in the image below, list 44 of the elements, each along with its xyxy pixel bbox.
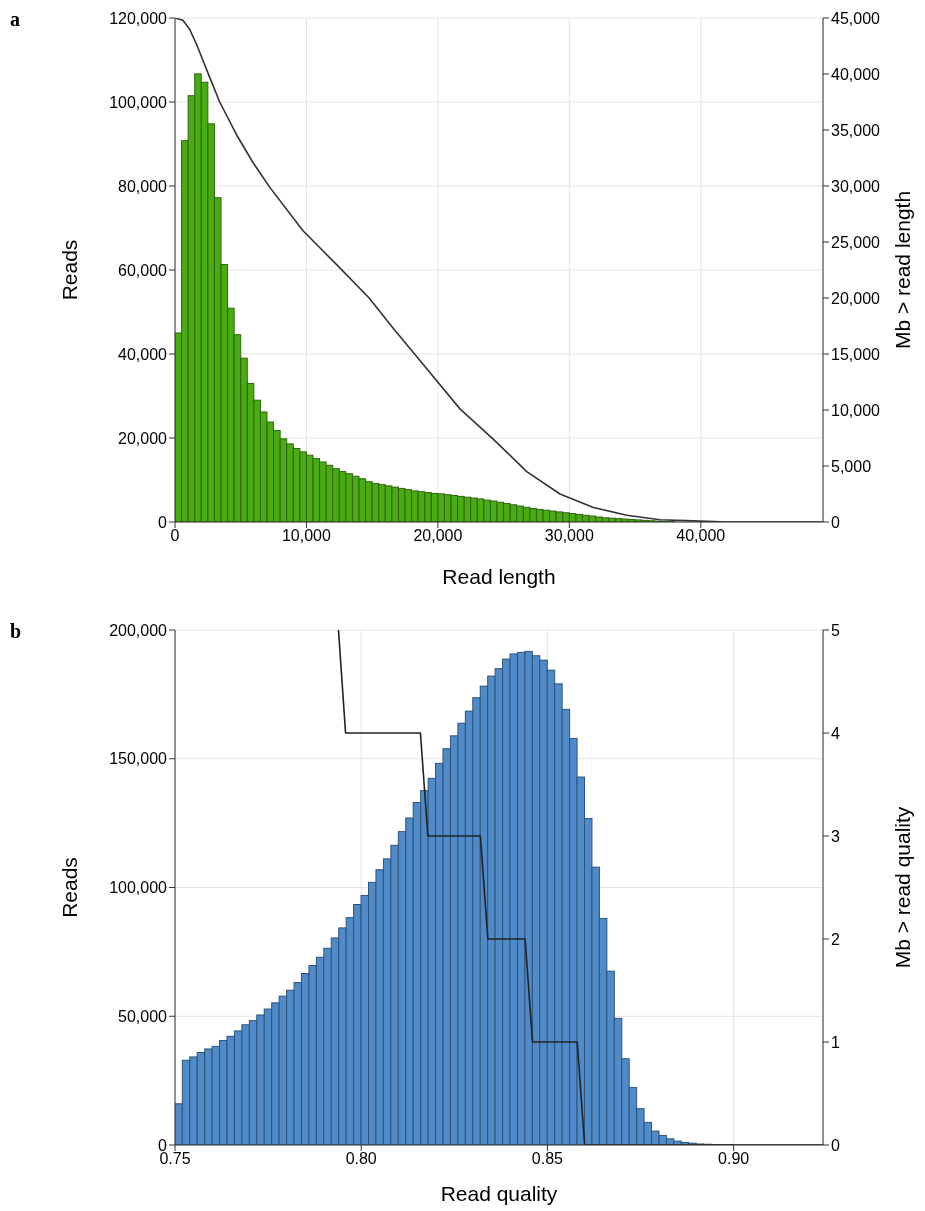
chart-title: a — [10, 8, 20, 31]
y2-tick-label: 40,000 — [831, 65, 881, 83]
x-tick-label: 20,000 — [413, 527, 463, 545]
x-tick-label: 0.90 — [718, 1150, 750, 1168]
x-tick-label: 40,000 — [676, 527, 726, 545]
y2-tick-label: 25,000 — [831, 233, 881, 251]
y2-tick-label: 5,000 — [831, 457, 872, 475]
y2-tick-label: 0 — [831, 1136, 840, 1154]
y-tick-label: 0 — [158, 513, 168, 531]
y-tick-label: 80,000 — [118, 177, 168, 195]
y-tick-label: 100,000 — [109, 879, 168, 897]
y2-tick-label: 5 — [831, 621, 840, 639]
y2-tick-label: 2 — [831, 930, 840, 948]
y-axis-title: Reads — [58, 239, 82, 301]
y2-tick-label: 45,000 — [831, 9, 881, 27]
y2-axis-title: Mb > read quality — [891, 806, 915, 969]
x-axis-title: Read length — [442, 565, 556, 588]
y2-tick-label: 0 — [831, 513, 840, 531]
x-tick-label: 0.75 — [159, 1150, 191, 1168]
y2-tick-label: 15,000 — [831, 345, 881, 363]
x-axis-title: Read quality — [440, 1182, 558, 1205]
x-tick-label: 10,000 — [281, 527, 332, 545]
chart-title: b — [10, 620, 22, 643]
y2-tick-label: 30,000 — [831, 177, 881, 195]
x-tick-label: 0.80 — [345, 1150, 377, 1168]
x-tick-label: 0.85 — [531, 1150, 564, 1168]
y-tick-label: 150,000 — [109, 750, 168, 768]
y-tick-label: 200,000 — [109, 621, 168, 639]
y-tick-label: 120,000 — [109, 9, 168, 27]
y2-tick-label: 20,000 — [831, 289, 881, 307]
y-tick-label: 40,000 — [118, 345, 168, 363]
y2-axis-title: Mb > read length — [891, 190, 915, 350]
y-tick-label: 60,000 — [118, 261, 168, 279]
y2-tick-label: 10,000 — [831, 401, 881, 419]
x-tick-label: 0 — [170, 527, 180, 545]
y-axis-title: Reads — [58, 857, 82, 918]
y2-tick-label: 3 — [831, 827, 840, 845]
y-tick-label: 20,000 — [118, 429, 168, 447]
y2-tick-label: 4 — [831, 724, 840, 742]
y-tick-label: 100,000 — [109, 93, 168, 111]
x-tick-label: 30,000 — [544, 527, 594, 545]
y2-tick-label: 35,000 — [831, 121, 881, 139]
y-tick-label: 50,000 — [118, 1007, 168, 1025]
y2-tick-label: 1 — [831, 1033, 840, 1051]
